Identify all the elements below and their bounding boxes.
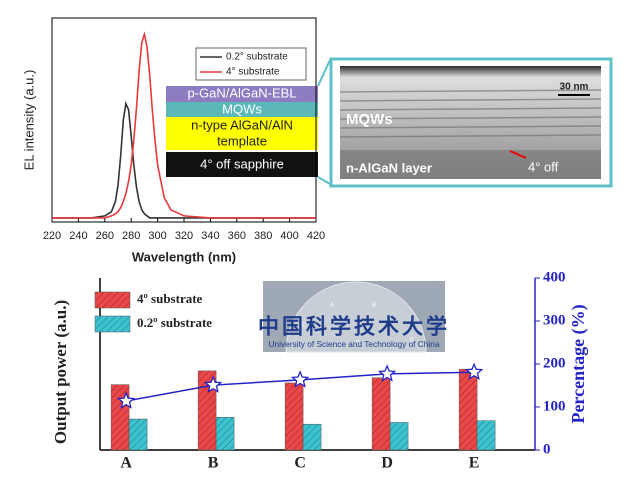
connector	[317, 59, 331, 87]
wafer-letter: C	[302, 323, 307, 329]
quantum-wells	[339, 89, 602, 138]
scale-label: 30 nm	[560, 82, 589, 93]
x-tick-label: B	[208, 455, 219, 472]
legend-swatch	[94, 315, 131, 333]
bar	[458, 368, 478, 451]
x-tick-label: C	[294, 455, 306, 472]
university: University of Science and Technology of …	[269, 339, 440, 349]
wafer-letter: A	[330, 303, 334, 309]
label: MQWs	[346, 111, 393, 128]
x-tick-label: 340	[201, 230, 219, 242]
micrograph: 30 nm MQWs n-AlGaN layer 4° off	[329, 57, 613, 188]
spectrum-line	[52, 100, 316, 219]
legend-label: 4º substrate	[137, 291, 203, 306]
bar	[389, 422, 409, 451]
arrow	[509, 150, 527, 159]
wafer	[285, 281, 427, 353]
layer	[166, 102, 318, 117]
bar	[197, 370, 217, 451]
y2-tick-label: 100	[543, 398, 566, 414]
percentage-marker	[290, 370, 310, 388]
wafer-letter: B	[372, 303, 376, 309]
wafer-letter: E	[410, 338, 414, 344]
inset-photo	[263, 281, 445, 353]
x-tick-label: E	[469, 455, 480, 472]
x-tick-label: 220	[43, 230, 61, 242]
layer-label: p-GaN/AlGaN-EBL	[187, 85, 296, 100]
legend-label: 0.2° substrate	[226, 52, 288, 63]
x-tick-label: 260	[96, 230, 114, 242]
legend-box	[195, 47, 307, 81]
layer-label: template	[217, 133, 267, 148]
x-tick-label: 360	[228, 230, 246, 242]
logo: 中国科学技术大学	[258, 315, 450, 339]
y2-tick-label: 200	[543, 355, 566, 371]
legend-label: 4° substrate	[226, 67, 280, 78]
x-tick-label: 280	[122, 230, 140, 242]
bar	[284, 382, 304, 451]
x-tick-label: 420	[307, 230, 325, 242]
layer-label: 4° off sapphire	[200, 156, 284, 171]
connector	[317, 176, 331, 185]
bar	[128, 418, 148, 451]
y2-axis-label: Percentage (%)	[568, 304, 589, 423]
percentage-marker	[116, 391, 136, 409]
spectrum-line	[52, 31, 316, 219]
layer-label: n-type AlGaN/AlN	[191, 117, 293, 132]
y2-tick-label: 400	[543, 269, 566, 285]
bar	[371, 377, 391, 451]
x-tick-label: 400	[280, 230, 298, 242]
x-axis-label: Wavelength (nm)	[132, 249, 236, 264]
label: 4° off	[528, 159, 559, 174]
y2-tick-label: 300	[543, 312, 566, 328]
x-tick-label: 300	[148, 230, 166, 242]
layer	[166, 86, 318, 102]
y2-tick-label: 0	[543, 441, 551, 457]
layer	[166, 152, 318, 177]
x-tick-label: 240	[69, 230, 87, 242]
label: n-AlGaN layer	[346, 160, 432, 175]
x-tick-label: 380	[254, 230, 272, 242]
layer-label: MQWs	[222, 101, 262, 116]
legend-swatch	[94, 291, 131, 309]
bar	[476, 420, 496, 451]
bar	[302, 423, 322, 451]
percentage-marker	[464, 362, 484, 380]
x-tick-label: D	[381, 455, 393, 472]
percentage-marker	[203, 375, 223, 393]
n-layer	[340, 150, 601, 179]
y-axis-label: Output power (a.u.)	[51, 300, 70, 444]
legend-label: 0.2º substrate	[137, 315, 212, 330]
bar	[215, 417, 235, 451]
layer	[166, 117, 318, 150]
wafer-letter: D	[356, 341, 361, 347]
y-axis-label: EL intensity (a.u.)	[21, 70, 36, 171]
percentage-marker	[377, 364, 397, 382]
x-tick-label: 320	[175, 230, 193, 242]
x-tick-label: A	[120, 455, 132, 472]
schematic: p-GaN/AlGaN-EBL MQWs n-type AlGaN/AlN te…	[166, 59, 331, 185]
